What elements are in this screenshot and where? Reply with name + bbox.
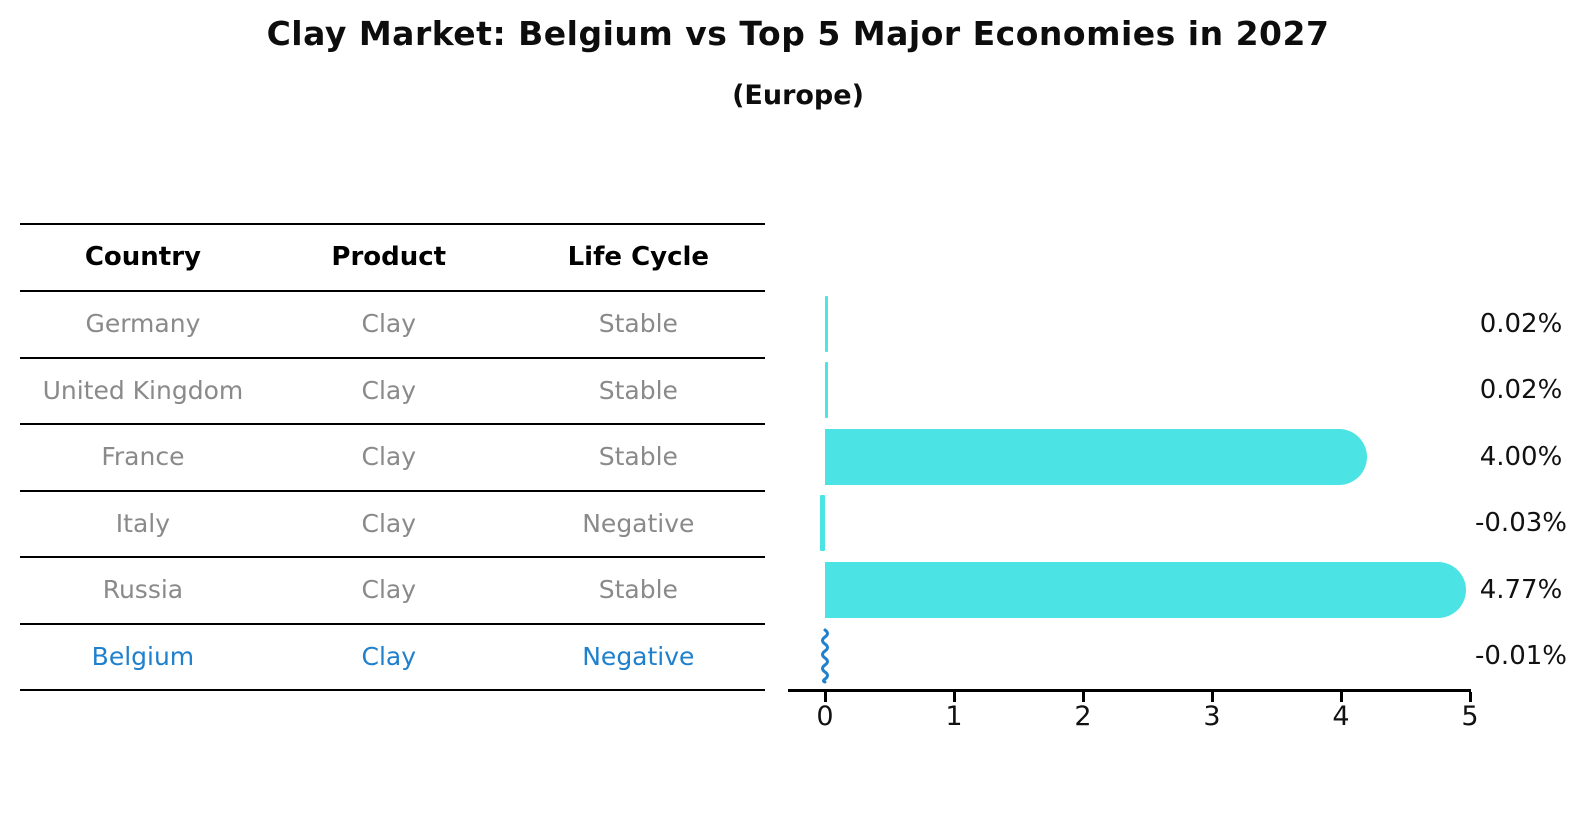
x-tick-0 [824, 692, 827, 702]
country-table: Country Product Life Cycle Germany Clay St… [20, 223, 765, 691]
cell-life_cycle: Stable [598, 442, 678, 471]
bar-france [825, 428, 1367, 485]
x-tick-3 [1211, 692, 1214, 702]
bar-germany [825, 295, 828, 352]
bar-belgium-squiggle [821, 628, 829, 684]
x-tick-label-1: 1 [945, 701, 963, 732]
bar-italy [820, 495, 825, 552]
table-row-united-kingdom: United Kingdom Clay Stable [20, 359, 765, 425]
x-tick-label-4: 4 [1332, 701, 1350, 732]
value-label-russia: 4.77% [1479, 574, 1563, 605]
value-label-germany: 0.02% [1479, 308, 1563, 339]
cell-country: Germany [85, 309, 201, 338]
column-header-lifecycle: Life Cycle [567, 242, 710, 272]
x-tick-5 [1469, 692, 1472, 702]
chart-subtitle: (Europe) [732, 80, 864, 111]
column-header-product: Product [331, 242, 447, 272]
cell-product: Clay [361, 375, 417, 405]
cell-country: Russia [102, 575, 184, 604]
cell-product: Clay [361, 508, 417, 538]
value-label-italy: -0.03% [1475, 508, 1567, 539]
x-tick-4 [1340, 692, 1343, 702]
table-body: Germany Clay Stable United Kingdom Clay Stabl… [20, 292, 765, 691]
cell-life_cycle: Stable [598, 375, 678, 405]
x-axis-line [788, 689, 1471, 692]
value-label-united-kingdom: 0.02% [1479, 375, 1563, 406]
cell-life_cycle: Stable [598, 309, 678, 338]
x-tick-label-3: 3 [1203, 701, 1221, 732]
x-tick-label-5: 5 [1461, 701, 1479, 732]
x-tick-label-0: 0 [816, 701, 834, 732]
table-row-france: France Clay Stable [20, 425, 765, 492]
cell-country: Belgium [91, 641, 195, 671]
table-header-row: Country Product Life Cycle [20, 225, 765, 292]
cell-product: Clay [361, 309, 417, 338]
cell-country: France [101, 442, 185, 471]
x-tick-1 [953, 692, 956, 702]
table-row-belgium: Belgium Clay Negative [20, 625, 765, 691]
table-row-russia: Russia Clay Stable [20, 558, 765, 625]
value-label-belgium: -0.01% [1475, 641, 1567, 672]
value-label-france: 4.00% [1479, 441, 1563, 472]
x-tick-2 [1082, 692, 1085, 702]
table-row-germany: Germany Clay Stable [20, 292, 765, 359]
cell-life_cycle: Stable [598, 575, 678, 604]
chart-title: Clay Market: Belgium vs Top 5 Major Econ… [266, 14, 1330, 53]
cell-product: Clay [361, 641, 417, 671]
table-row-italy: Italy Clay Negative [20, 492, 765, 558]
bar-russia [825, 561, 1467, 618]
cell-life_cycle: Negative [582, 508, 695, 538]
cell-life_cycle: Negative [582, 641, 695, 671]
cell-country: Italy [115, 508, 171, 538]
cell-product: Clay [361, 575, 417, 604]
column-header-country: Country [84, 242, 201, 272]
bar-united-kingdom [825, 362, 828, 419]
x-tick-label-2: 2 [1074, 701, 1092, 732]
cell-product: Clay [361, 442, 417, 471]
cell-country: United Kingdom [42, 375, 244, 405]
